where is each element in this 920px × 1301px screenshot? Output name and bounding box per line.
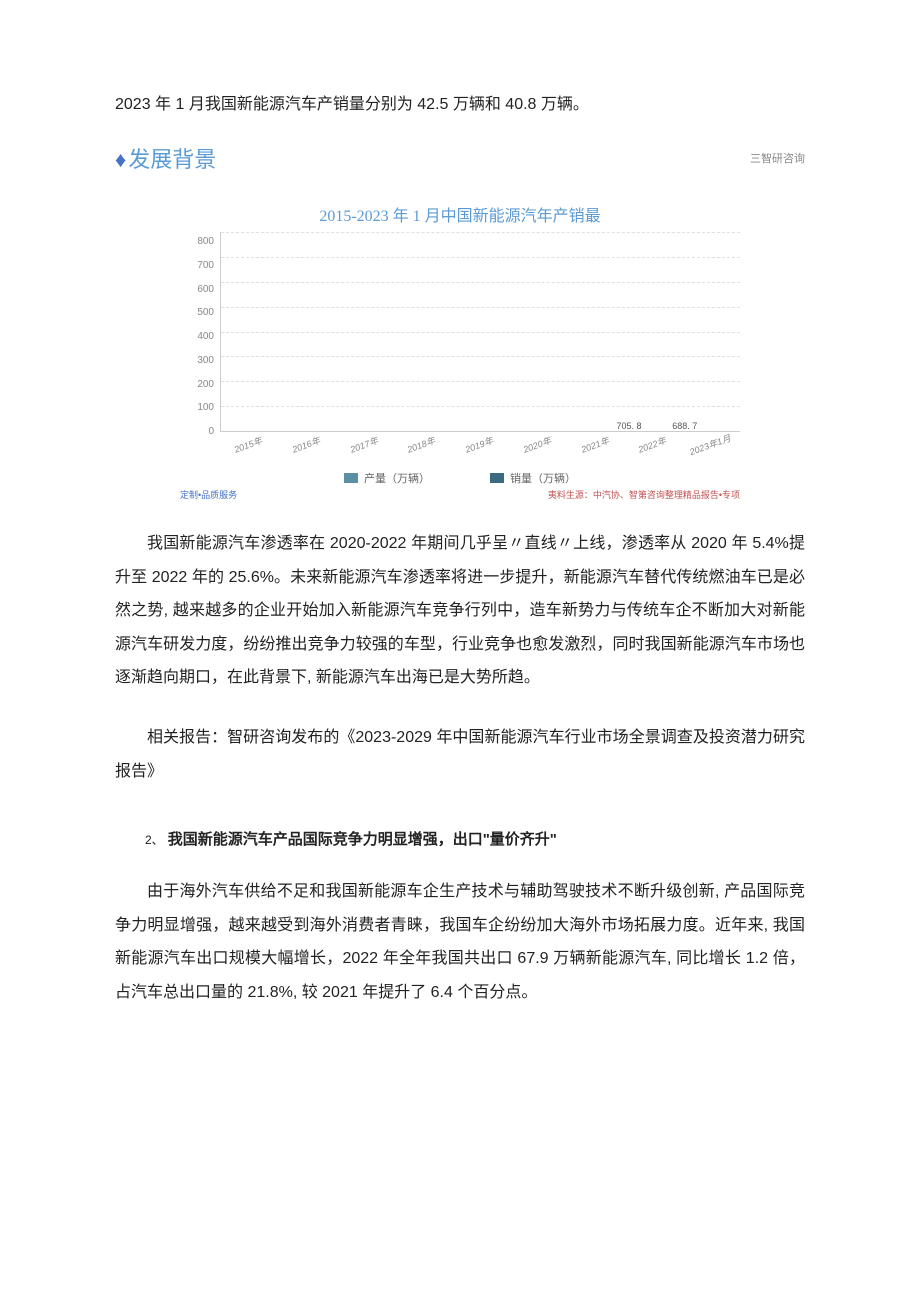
- source-row: 定制•品质服务 夷料生源：中汽协、智第咨询整理精品报告•专项: [180, 488, 740, 501]
- sub-heading: 2、我国新能源汽车产品国际竞争力明显增强，出口"量价齐升": [115, 828, 805, 849]
- chart-container: 2015-2023 年 1 月中国新能源汽年产销最 800 700 600 500 40…: [180, 202, 740, 501]
- y-tick-label: 800: [180, 237, 214, 247]
- paragraph-3: 由于海外汽车供给不足和我国新能源车企生产技术与辅助驾驶技术不断升级创新, 产品国…: [115, 875, 805, 1009]
- section-header-row: ♦发展背景 三智研咨询: [115, 142, 805, 174]
- diamond-icon: ♦: [115, 147, 126, 172]
- y-axis: 8007006005004003002001000: [180, 232, 214, 432]
- grid-line: [221, 282, 740, 283]
- y-tick-label: 600: [180, 285, 214, 295]
- grid-line: [221, 406, 740, 407]
- legend-label-prod: 产量（万辆）: [364, 470, 430, 486]
- source-left: 定制•品质服务: [180, 488, 237, 501]
- grid-line: [221, 332, 740, 333]
- grid-line: [221, 356, 740, 357]
- consultancy-label: 三智研咨询: [750, 150, 805, 166]
- grid-line: [221, 307, 740, 308]
- y-tick-label: 700: [180, 261, 214, 271]
- grid-line: [221, 381, 740, 382]
- paragraph-1: 我国新能源汽车渗透率在 2020-2022 年期间几乎呈〃直线〃上线，渗透率从 …: [115, 527, 805, 695]
- y-tick-label: 400: [180, 332, 214, 342]
- x-axis-labels: 2015年2016年2017年2018年2019年2020年2021年2022年…: [220, 432, 740, 462]
- y-tick-label: 300: [180, 356, 214, 366]
- intro-text: 2023 年 1 月我国新能源汽车产销量分别为 42.5 万辆和 40.8 万辆…: [115, 90, 805, 114]
- section-title: 发展背景: [128, 147, 216, 172]
- chart-area: 800 700 600 500 400 300 200 100 0 705. 8688. 7 2…: [180, 232, 740, 462]
- y-tick-label: 0: [180, 427, 214, 437]
- grid-line: [221, 232, 740, 233]
- legend-swatch-sales: [490, 473, 504, 483]
- y-tick-label: 100: [180, 403, 214, 413]
- section-header: ♦发展背景: [115, 142, 216, 174]
- y-tick-label: 200: [180, 380, 214, 390]
- y-tick-label: 500: [180, 308, 214, 318]
- sub-heading-text: 我国新能源汽车产品国际竞争力明显增强，出口"量价齐升": [168, 831, 557, 848]
- paragraph-2: 相关报告：智研咨询发布的《2023-2029 年中国新能源汽车行业市场全景调查及…: [115, 721, 805, 788]
- source-right: 夷料生源：中汽协、智第咨询整理精品报告•专项: [548, 488, 740, 501]
- legend-item-production: 产量（万辆）: [344, 470, 430, 486]
- chart-title: 2015-2023 年 1 月中国新能源汽年产销最: [180, 202, 740, 226]
- legend-item-sales: 销量（万辆）: [490, 470, 576, 486]
- sub-heading-num: 2、: [145, 833, 164, 847]
- grid-line: [221, 257, 740, 258]
- plot-area: 705. 8688. 7: [220, 232, 740, 432]
